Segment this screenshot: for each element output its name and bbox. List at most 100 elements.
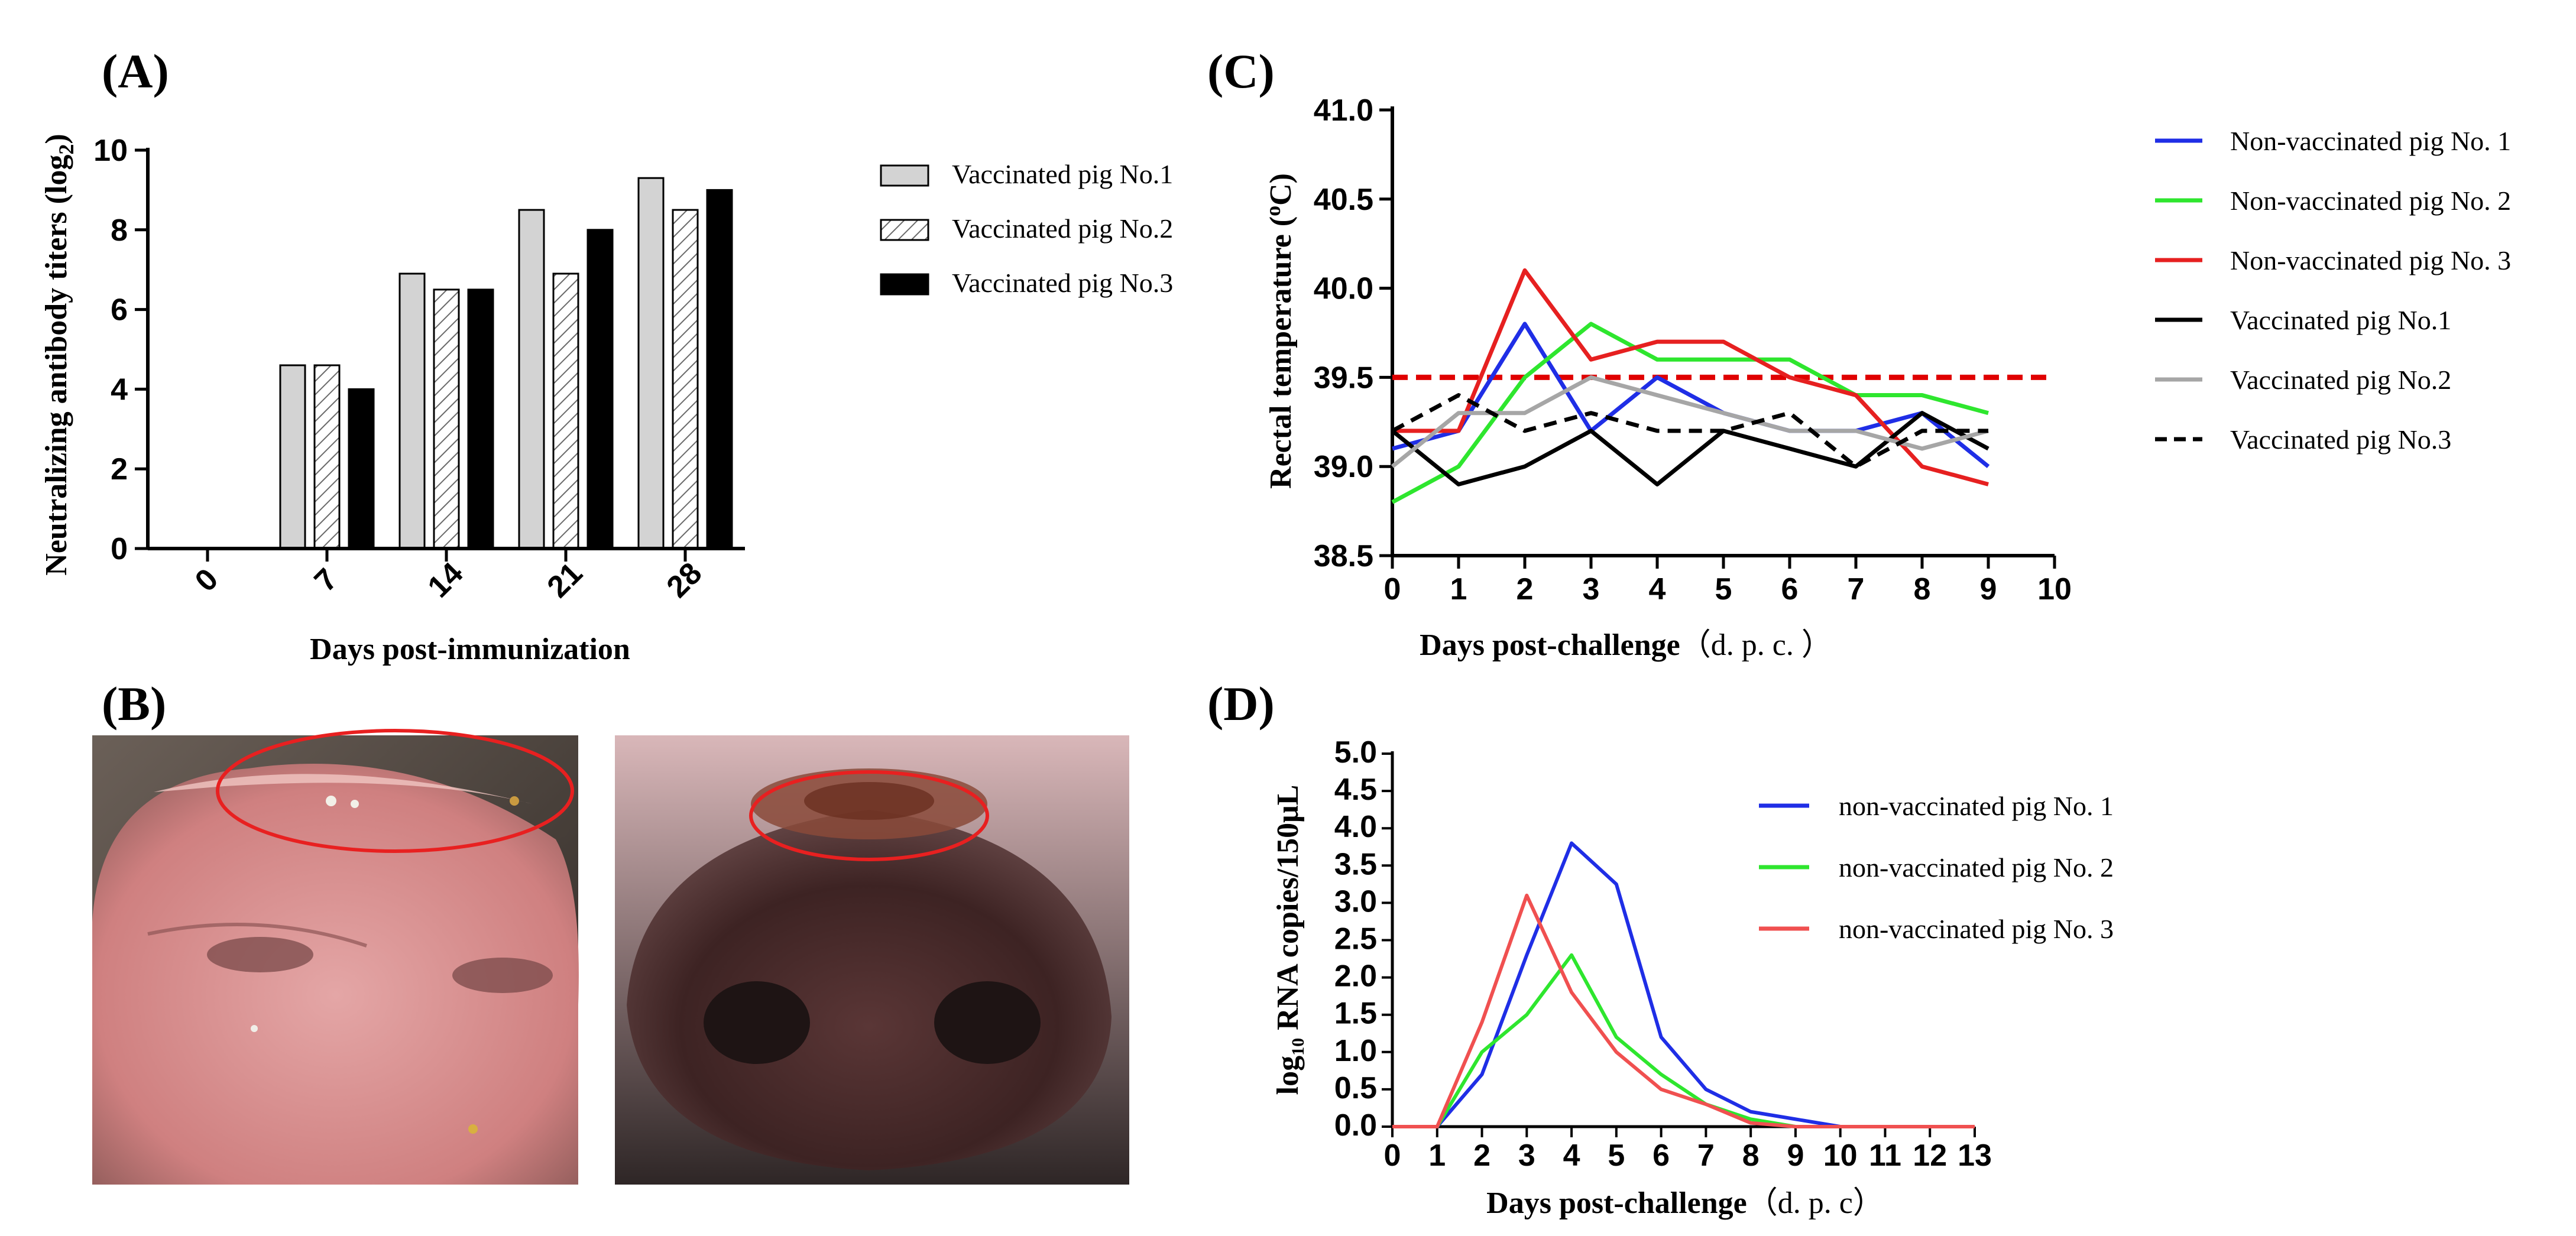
legend-label: Vaccinated pig No.2: [2230, 365, 2451, 395]
series-line: [1392, 953, 1975, 1128]
legend-swatch: [880, 219, 929, 241]
lesion-circle-right: [749, 770, 989, 861]
snout-photographs: [92, 729, 1129, 1185]
chart-a-xlabel: Days post-immunization: [310, 632, 630, 666]
chart-d-ytick-label: 2.5: [1334, 922, 1377, 956]
bar: [279, 364, 306, 550]
chart-d-ytick-label: 1.5: [1334, 997, 1377, 1031]
chart-d-xtick-label: 13: [1958, 1138, 1992, 1173]
chart-d-ytick-label: 4.0: [1334, 810, 1377, 844]
chart-d-ytick-label: 3.5: [1334, 847, 1377, 881]
chart-d-xtick-label: 1: [1428, 1138, 1446, 1173]
chart-c-xtick-label: 10: [2037, 572, 2072, 606]
chart-d-ytick-label: 2.0: [1334, 959, 1377, 994]
chart-d-ytick-label: 0.5: [1334, 1071, 1377, 1105]
bar: [398, 272, 426, 550]
series-line: [1392, 268, 1989, 486]
chart-a-ytick-label: 2: [111, 452, 128, 486]
chart-d-xtick-label: 10: [1823, 1138, 1858, 1173]
chart-c-xtick-label: 4: [1649, 572, 1666, 606]
panel-label-a: (A): [102, 44, 169, 98]
legend-label: Vaccinated pig No.3: [952, 268, 1173, 298]
chart-d-xlabel: Days post-challenge（d. p. c）: [1486, 1186, 1884, 1220]
chart-c: 38.5 39.0 39.5 40.0 40.5 41.0 0 1 2 3 4 5 6 7 8 9 10 Day…: [1261, 93, 2511, 662]
chart-d-xtick-label: 2: [1473, 1138, 1490, 1173]
chart-d-ytick-label: 5.0: [1334, 735, 1377, 770]
legend-label: non-vaccinated pig No. 3: [1839, 914, 2114, 944]
chart-d-xtick-label: 9: [1787, 1138, 1804, 1173]
chart-d-xtick-label: 12: [1913, 1138, 1947, 1173]
series-line: [1391, 322, 1989, 504]
legend-label: Vaccinated pig No.1: [2230, 305, 2451, 335]
chart-c-xtick-label: 3: [1583, 572, 1600, 606]
chart-d-xtick-label: 11: [1869, 1138, 1901, 1173]
chart-d-xtick-label: 6: [1652, 1138, 1670, 1173]
chart-c-ytick-label: 39.5: [1314, 361, 1373, 395]
bar: [467, 288, 494, 550]
series-line: [1392, 322, 1990, 468]
chart-a: 0 2 4 6 8 10 0 7 14 21 28 Days post-immunization N…: [40, 134, 1173, 666]
chart-a-xtick-label: 21: [541, 556, 589, 605]
bar: [552, 272, 579, 550]
bar: [637, 177, 665, 550]
bar: [348, 388, 375, 550]
legend-swatch: [880, 164, 929, 187]
chart-c-ytick-label: 41.0: [1314, 93, 1373, 128]
chart-d-xtick-label: 7: [1697, 1138, 1715, 1173]
chart-a-ytick-label: 6: [111, 293, 128, 327]
chart-d-ytick-label: 1.0: [1334, 1034, 1377, 1068]
legend-label: Non-vaccinated pig No. 3: [2230, 245, 2511, 275]
bar: [672, 209, 699, 550]
chart-c-ylabel: Rectal temperature (oC): [1261, 173, 1298, 489]
legend-swatch: [880, 273, 929, 296]
chart-a-ytick-label: 8: [111, 213, 128, 248]
panel-label-d: (D): [1207, 677, 1275, 731]
snout-photo-right: [615, 735, 1129, 1185]
legend-label: Non-vaccinated pig No. 2: [2230, 186, 2511, 216]
chart-d-xtick-label: 5: [1608, 1138, 1625, 1173]
chart-d-xtick-label: 3: [1518, 1138, 1535, 1173]
series-line: [1391, 393, 1988, 469]
legend-label: Vaccinated pig No.1: [952, 159, 1173, 189]
chart-c-xtick-label: 2: [1517, 572, 1534, 606]
panel-label-c: (C): [1207, 44, 1275, 98]
chart-c-ytick-label: 40.5: [1314, 183, 1373, 217]
legend-label: non-vaccinated pig No. 2: [1839, 852, 2114, 883]
chart-c-xtick-label: 9: [1980, 572, 1997, 606]
chart-c-xtick-label: 0: [1384, 572, 1401, 606]
bar: [518, 209, 545, 550]
bar: [706, 189, 733, 550]
legend-label: Vaccinated pig No.2: [952, 213, 1173, 244]
snout-photo-left: [92, 729, 579, 1185]
chart-d-ylabel: log10 RNA copies/150μL: [1271, 785, 1308, 1095]
panel-label-b: (B): [102, 677, 166, 731]
legend-label: non-vaccinated pig No. 1: [1839, 791, 2114, 821]
chart-c-xtick-label: 8: [1914, 572, 1931, 606]
chart-c-xtick-label: 1: [1450, 572, 1467, 606]
chart-c-ytick-label: 40.0: [1314, 272, 1373, 306]
chart-a-ytick-label: 4: [111, 372, 128, 407]
chart-d-xtick-label: 8: [1742, 1138, 1760, 1173]
chart-d-ytick-label: 0.0: [1334, 1108, 1377, 1143]
chart-a-xtick-label: 28: [660, 556, 709, 605]
lesion-circle-left: [216, 729, 574, 853]
series-line: [1392, 841, 1975, 1128]
chart-c-ytick-label: 39.0: [1314, 450, 1373, 484]
chart-d-ytick-label: 3.0: [1334, 884, 1377, 919]
chart-a-ytick-label: 0: [111, 532, 128, 566]
bar: [313, 364, 341, 550]
chart-a-ylabel: Neutralizing antibody titers (log2): [40, 134, 78, 575]
chart-c-xlabel: Days post-challenge（d. p. c. ）: [1420, 628, 1832, 662]
chart-c-xtick-label: 5: [1715, 572, 1732, 606]
bar: [587, 229, 614, 550]
series-line: [1391, 411, 1989, 486]
chart-d-xtick-label: 4: [1563, 1138, 1580, 1173]
chart-a-xtick-label: 14: [422, 556, 470, 605]
bar: [433, 288, 460, 550]
chart-c-xtick-label: 6: [1781, 572, 1799, 606]
chart-c-xtick-label: 7: [1848, 572, 1865, 606]
series-line: [1392, 893, 1975, 1128]
chart-d-ytick-label: 4.5: [1334, 773, 1377, 807]
chart-a-xtick-label: 0: [189, 562, 225, 598]
